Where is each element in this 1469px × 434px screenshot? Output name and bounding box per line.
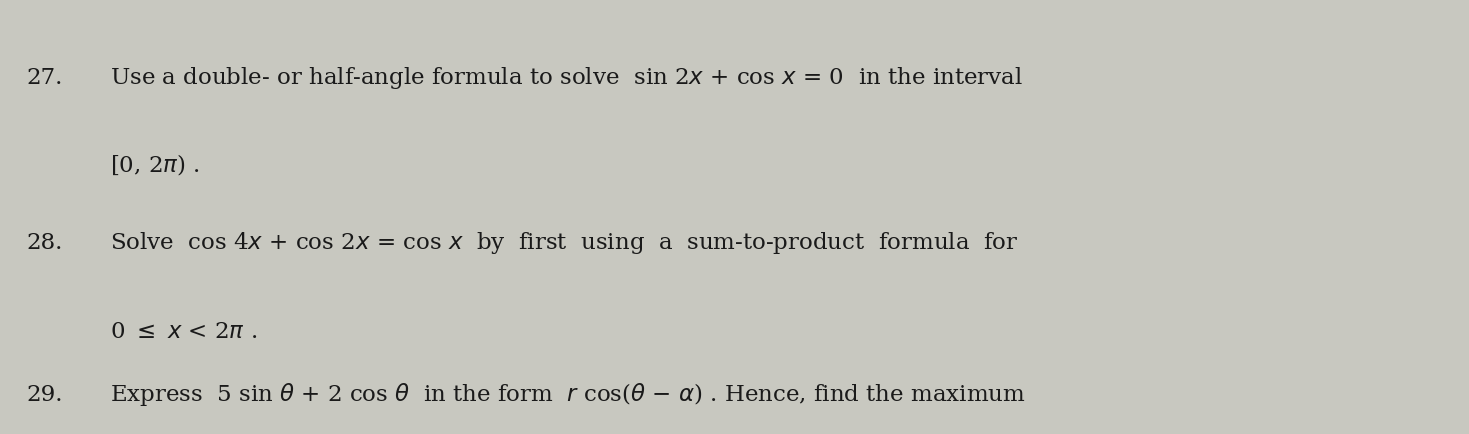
Text: [0, 2$\pi$) .: [0, 2$\pi$) .	[110, 152, 200, 178]
Text: Express  5 sin $\it{\theta}$ + 2 cos $\it{\theta}$  in the form  $\it{r}$ cos($\: Express 5 sin $\it{\theta}$ + 2 cos $\it…	[110, 381, 1025, 408]
Text: Use a double- or half-angle formula to solve  sin 2$\it{x}$ + cos $\it{x}$ = 0  : Use a double- or half-angle formula to s…	[110, 65, 1024, 91]
Text: Solve  cos 4$\it{x}$ + cos 2$\it{x}$ = cos $\it{x}$  by  first  using  a  sum-to: Solve cos 4$\it{x}$ + cos 2$\it{x}$ = co…	[110, 230, 1018, 256]
Text: 28.: 28.	[26, 232, 63, 254]
Text: 29.: 29.	[26, 384, 63, 406]
Text: 27.: 27.	[26, 67, 63, 89]
Text: 0 $\leq$ $\it{x}$ < 2$\pi$ .: 0 $\leq$ $\it{x}$ < 2$\pi$ .	[110, 321, 257, 343]
